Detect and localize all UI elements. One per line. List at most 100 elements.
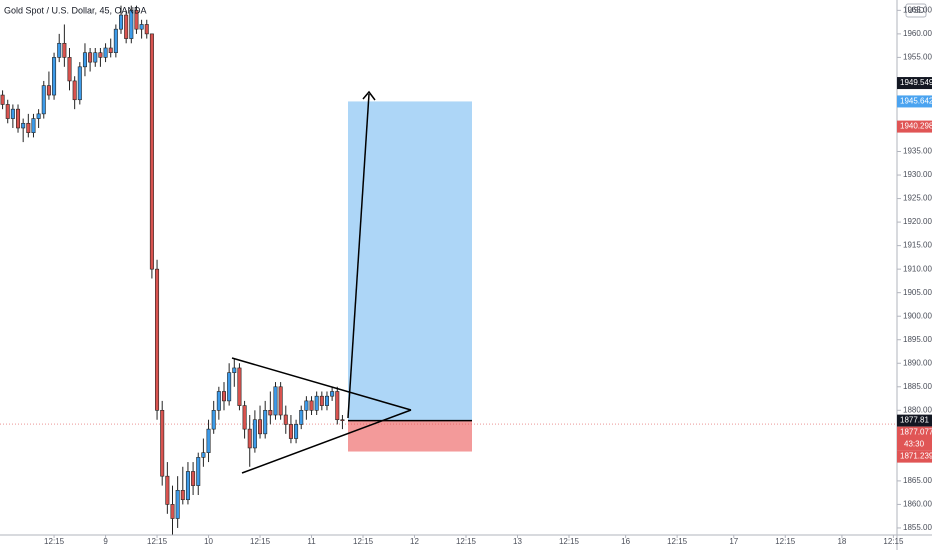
candle-body bbox=[134, 10, 139, 30]
price-label-box bbox=[897, 450, 932, 463]
price-label: 1877.077 bbox=[900, 428, 932, 437]
candle-body bbox=[124, 14, 129, 39]
candle-body bbox=[268, 410, 273, 416]
candle-body bbox=[144, 24, 149, 35]
y-tick-label: 1910.000 bbox=[903, 264, 932, 273]
drawings bbox=[0, 101, 897, 452]
price-label-box bbox=[897, 120, 932, 133]
candle-body bbox=[82, 52, 87, 68]
candle-body bbox=[278, 386, 283, 416]
candle-body bbox=[129, 10, 134, 39]
candle-body bbox=[149, 33, 154, 270]
price-label: 1871.239 bbox=[900, 452, 932, 461]
y-tick-label: 1890.000 bbox=[903, 358, 932, 367]
candle-body bbox=[232, 367, 237, 373]
candle-body bbox=[57, 42, 62, 58]
price-label-box bbox=[897, 426, 932, 451]
candle-body bbox=[196, 457, 201, 486]
candle-body bbox=[31, 118, 36, 133]
candle-body bbox=[319, 395, 324, 406]
candle-body bbox=[175, 489, 180, 519]
price-label-box bbox=[897, 414, 932, 427]
candle-body bbox=[16, 108, 21, 129]
price-label: 1945.642 bbox=[900, 97, 932, 106]
candle-body bbox=[139, 24, 144, 30]
candle-body bbox=[288, 424, 293, 439]
price-labels: 1949.549 1945.642 1940.298 1877.81 1877.077 4… bbox=[897, 77, 932, 463]
price-label-box bbox=[897, 95, 932, 108]
candle-body bbox=[52, 57, 57, 96]
candle-body bbox=[62, 42, 67, 58]
candle-body bbox=[304, 400, 309, 411]
drawings bbox=[231, 90, 412, 474]
x-tick-label: 12:15 bbox=[44, 537, 65, 546]
axes: 1855.0001860.0001865.0001870.0001875.000… bbox=[44, 5, 932, 546]
candle-body bbox=[113, 28, 118, 54]
candle-body bbox=[247, 428, 252, 449]
y-tick-label: 1935.000 bbox=[903, 147, 932, 156]
candle-body bbox=[21, 122, 26, 129]
candle-body bbox=[330, 391, 335, 397]
candle-body bbox=[206, 428, 211, 453]
candle-body bbox=[258, 419, 263, 435]
candle-body bbox=[283, 414, 288, 425]
trendline bbox=[231, 357, 412, 411]
candle-body bbox=[165, 475, 170, 505]
candle-body bbox=[185, 471, 190, 501]
target-zone bbox=[348, 101, 472, 421]
y-tick-label: 1955.000 bbox=[903, 53, 932, 62]
arrow-head bbox=[362, 90, 376, 101]
candle-body bbox=[227, 372, 232, 402]
candle-body bbox=[10, 108, 15, 119]
candle-body bbox=[26, 122, 31, 133]
y-tick-label: 1925.000 bbox=[903, 194, 932, 203]
x-tick-label: 11 bbox=[307, 537, 316, 546]
y-tick-label: 1860.000 bbox=[903, 500, 932, 509]
y-tick-label: 1905.000 bbox=[903, 288, 932, 297]
y-tick-label: 1855.000 bbox=[903, 523, 932, 532]
candle-body bbox=[103, 47, 108, 58]
x-tick-label: 18 bbox=[837, 537, 846, 546]
price-label: 1940.298 bbox=[900, 122, 932, 131]
countdown: 43:30 bbox=[904, 440, 925, 449]
x-tick-label: 12:15 bbox=[667, 537, 688, 546]
chart-title: Gold Spot / U.S. Dollar, 45, OANDA bbox=[4, 5, 147, 15]
candle-body bbox=[119, 14, 124, 30]
candle-body bbox=[221, 391, 226, 402]
currency-box bbox=[905, 3, 927, 18]
y-tick-label: 1865.000 bbox=[903, 476, 932, 485]
candle-body bbox=[299, 410, 304, 425]
candle-body bbox=[0, 94, 5, 105]
trendline bbox=[241, 409, 412, 474]
candle-body bbox=[314, 395, 319, 411]
candle-body bbox=[41, 85, 46, 115]
candles bbox=[0, 5, 345, 535]
x-tick-label: 12:15 bbox=[250, 537, 271, 546]
candle-body bbox=[72, 80, 77, 101]
price-label: 1877.81 bbox=[900, 416, 929, 425]
candle-body bbox=[46, 85, 51, 96]
candle-body bbox=[216, 391, 221, 411]
y-tick-label: 1930.000 bbox=[903, 170, 932, 179]
candle-body bbox=[309, 400, 314, 411]
candle-body bbox=[211, 410, 216, 430]
candle-body bbox=[88, 52, 93, 63]
x-tick-label: 17 bbox=[729, 537, 738, 546]
y-tick-label: 1895.000 bbox=[903, 335, 932, 344]
arrow bbox=[347, 93, 370, 419]
candle-body bbox=[340, 419, 345, 422]
price-label-box bbox=[897, 77, 932, 90]
candle-body bbox=[201, 452, 206, 458]
candle-body bbox=[273, 386, 278, 416]
candle-body bbox=[170, 504, 175, 519]
x-tick-label: 12:15 bbox=[775, 537, 796, 546]
candle-body bbox=[180, 489, 185, 501]
x-tick-label: 12:15 bbox=[353, 537, 374, 546]
x-tick-label: 13 bbox=[513, 537, 522, 546]
y-tick-label: 1920.000 bbox=[903, 217, 932, 226]
x-tick-label: 10 bbox=[204, 537, 213, 546]
y-tick-label: 1885.000 bbox=[903, 382, 932, 391]
candle-body bbox=[36, 113, 41, 119]
y-tick-label: 1900.000 bbox=[903, 311, 932, 320]
